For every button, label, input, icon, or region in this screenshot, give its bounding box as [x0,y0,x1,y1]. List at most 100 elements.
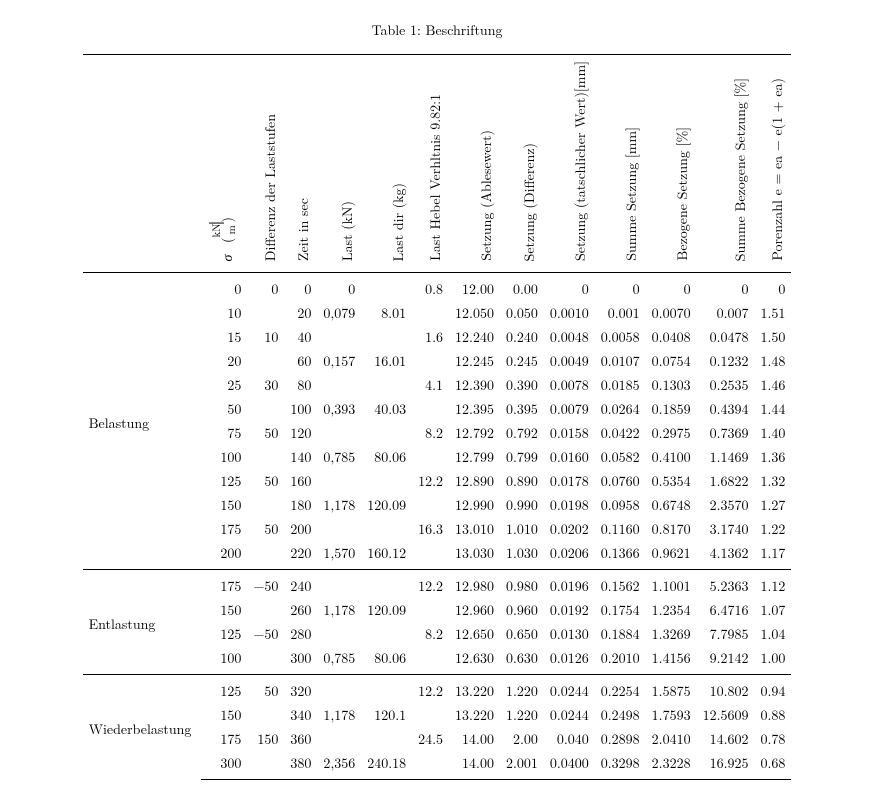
table-cell: 1.5875 [646,675,697,704]
table-cell: 1.3269 [646,622,697,646]
table-cell [247,598,284,622]
table-cell: 0.0158 [544,421,595,445]
table-cell [247,445,284,469]
table-cell: 1.220 [500,703,544,727]
table-cell: 0.792 [500,421,544,445]
table-cell: 25 [201,373,247,397]
table-cell: 100 [201,646,247,675]
table-cell: 0.0079 [544,397,595,421]
table-cell: 0.0130 [544,622,595,646]
table-cell: 200 [284,517,317,541]
table-cell: 1,178 [317,598,361,622]
table-cell: 0.799 [500,445,544,469]
table-cell: 0,785 [317,445,361,469]
table-cell [317,517,361,541]
table-cell: 150 [201,493,247,517]
table-cell: 0.0422 [595,421,646,445]
table-cell: 0.0049 [544,349,595,373]
table-cell: 60 [284,349,317,373]
table-cell [361,675,412,704]
table-cell: 5.2363 [697,570,755,599]
table-cell: 0.390 [500,373,544,397]
table-cell: 0.88 [754,703,791,727]
table-cell [412,751,449,780]
table-cell: 0 [697,273,755,302]
table-cell: 12.240 [449,325,500,349]
table-cell: 0.2535 [697,373,755,397]
table-cell: 12.2 [412,675,449,704]
table-cell [412,646,449,675]
table-cell: 0 [646,273,697,302]
table-cell: 100 [284,397,317,421]
table-cell: 300 [284,646,317,675]
table-cell: 125 [201,469,247,493]
table-cell [412,598,449,622]
table-cell [412,541,449,570]
table-cell: 1.22 [754,517,791,541]
col-setzung-ablesewert: Setzung (Ablesewert) [449,55,500,273]
table-cell: 0.0582 [595,445,646,469]
col-bezogene-setzung: Bezogene Setzung [%] [646,55,697,273]
table-cell: 0.0478 [697,325,755,349]
table-cell: 0.630 [500,646,544,675]
table-cell: 12.00 [449,273,500,302]
col-zeit: Zeit in sec [284,55,317,273]
table-cell: 50 [247,421,284,445]
table-cell: 1.2354 [646,598,697,622]
col-setzung-tats: Setzung (tatschlicher Wert)[mm] [544,55,595,273]
table-cell: 0.3298 [595,751,646,780]
table-cell: 13.220 [449,703,500,727]
table-cell: 12.390 [449,373,500,397]
table-cell: 0.5354 [646,469,697,493]
table-cell [317,325,361,349]
table-cell: 0 [201,273,247,302]
table-cell: 0.0126 [544,646,595,675]
table-cell: 160 [284,469,317,493]
table-cell: 1.32 [754,469,791,493]
table-cell: 0.1859 [646,397,697,421]
table-cell: 0.650 [500,622,544,646]
table-cell: 0.0408 [646,325,697,349]
table-cell: 160.12 [361,541,412,570]
table-cell: 0.9621 [646,541,697,570]
table-cell: 0.2498 [595,703,646,727]
table-cell: 12.799 [449,445,500,469]
table-cell: 0.6748 [646,493,697,517]
table-cell: 80 [284,373,317,397]
table-cell: 12.245 [449,349,500,373]
sigma-unit-den: m [224,222,239,237]
table-cell: 50 [247,469,284,493]
table-cell: 360 [284,727,317,751]
table-cell: 0.2254 [595,675,646,704]
table-cell: 0.4394 [697,397,755,421]
col-last-dir: Last dir (kg) [361,55,412,273]
sigma-symbol: σ [217,254,237,261]
table-cell [412,301,449,325]
table-cell: 175 [201,570,247,599]
table-cell [361,273,412,302]
table-cell: 0.0206 [544,541,595,570]
group-label: Entlastung [83,570,202,675]
table-cell [317,421,361,445]
table-cell: 0.00 [500,273,544,302]
table-cell: 175 [201,727,247,751]
table-cell: 1.6 [412,325,449,349]
table-cell: 1.12 [754,570,791,599]
table-cell: 1,570 [317,541,361,570]
sigma-unit-num: kN [209,222,224,237]
table-row: Wiederbelastung1255032012.213.2201.2200.… [83,675,792,704]
table-cell: 1.36 [754,445,791,469]
table-cell: 80.06 [361,646,412,675]
table-cell: 0.0196 [544,570,595,599]
table-cell: 10 [201,301,247,325]
table-cell [361,517,412,541]
table-cell [247,493,284,517]
table-row: Entlastung175−5024012.212.9800.9800.0196… [83,570,792,599]
col-last-hebel: Last Hebel Verhltnis 9.82:1 [412,55,449,273]
table-cell: 75 [201,421,247,445]
table-cell [247,751,284,780]
table-cell: 2.3228 [646,751,697,780]
table-cell: 0.245 [500,349,544,373]
table-cell: 1,178 [317,703,361,727]
table-cell: 0,393 [317,397,361,421]
